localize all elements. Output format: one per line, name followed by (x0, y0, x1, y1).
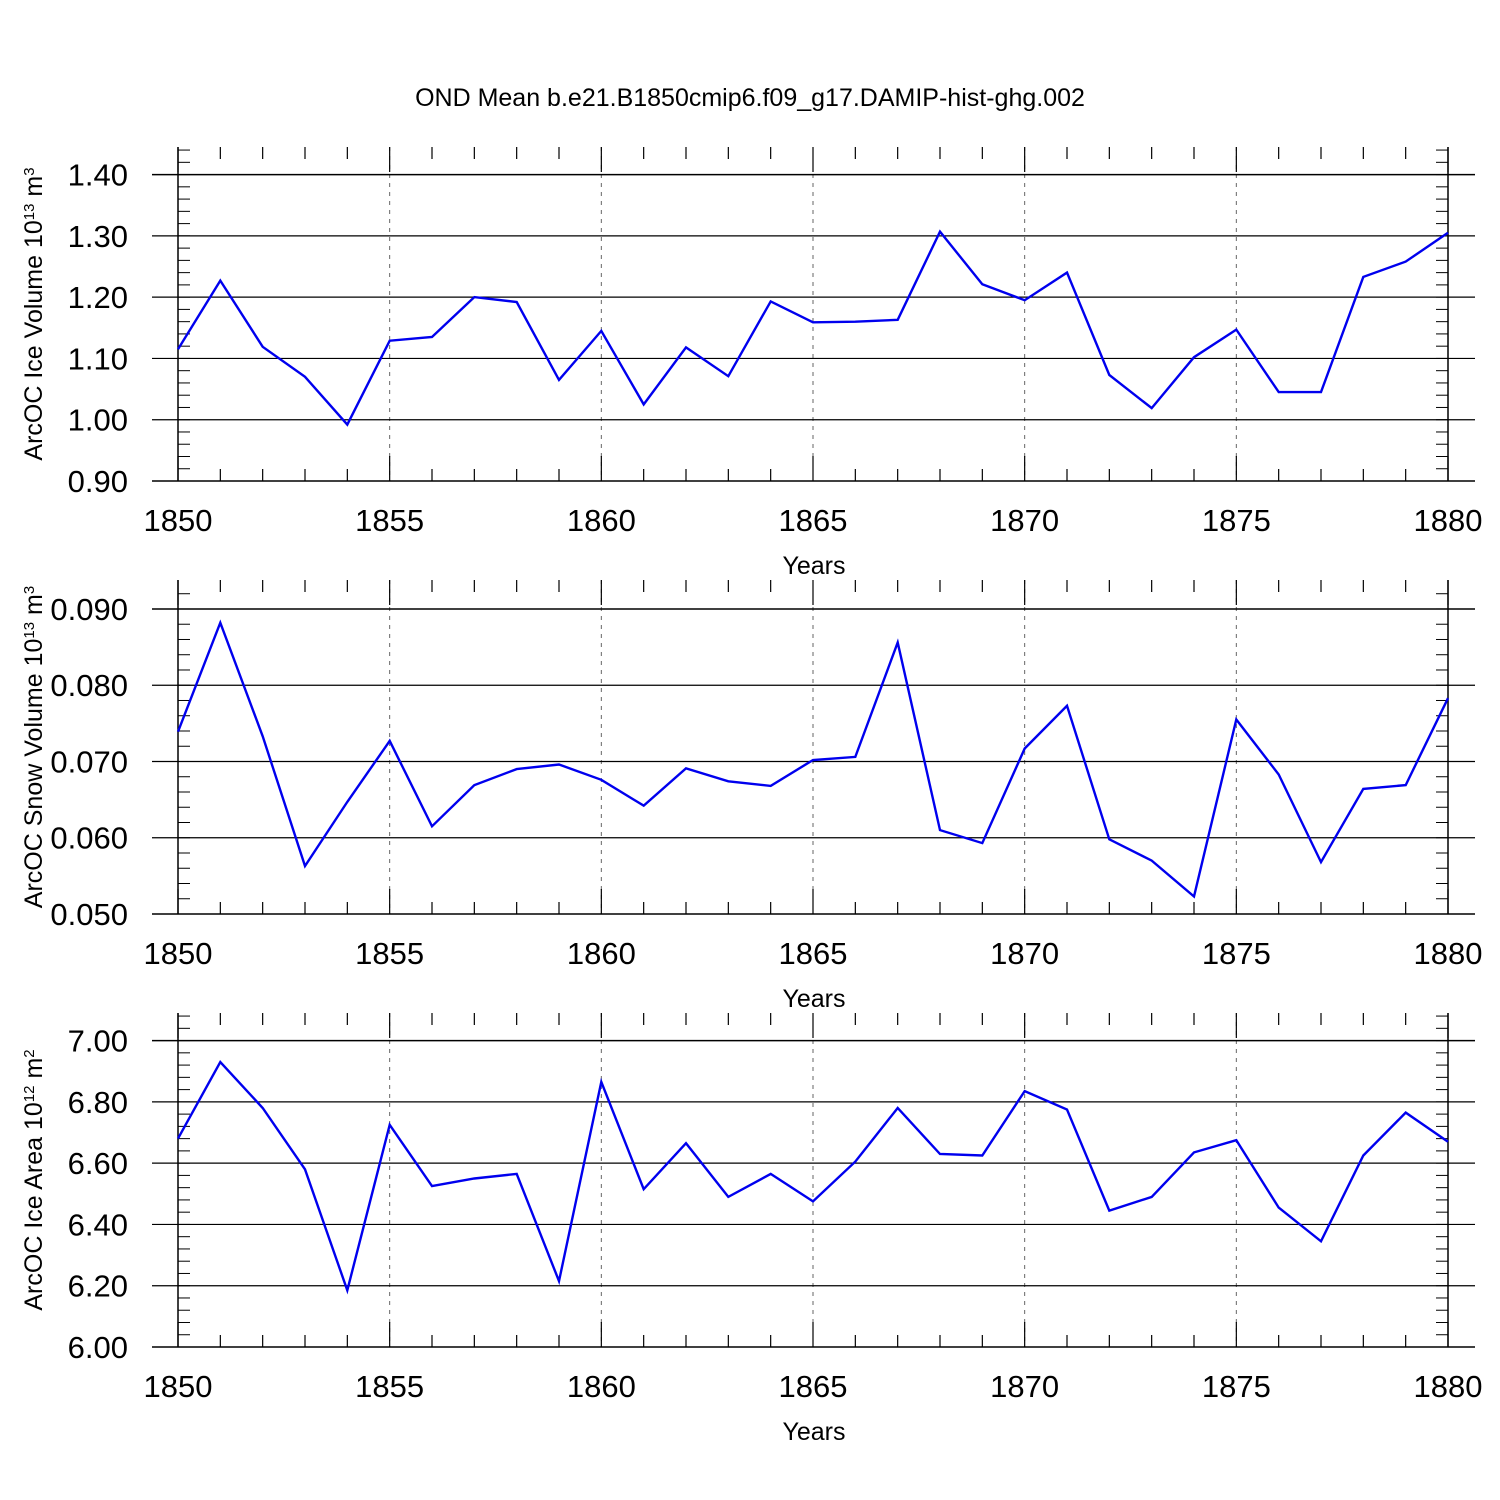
x-axis-label: Years (782, 552, 845, 580)
y-axis-label-text: m (20, 594, 48, 622)
y-axis-label-text: ArcOC Snow Volume 10 (20, 639, 48, 909)
x-tick-label: 1850 (144, 936, 213, 971)
x-tick-label: 1865 (779, 936, 848, 971)
y-tick-label: 6.00 (68, 1330, 128, 1365)
y-axis-label-text: m (20, 1058, 48, 1086)
y-tick-label: 0.070 (50, 744, 128, 779)
series-line (176, 229, 1449, 427)
x-tick-label: 1880 (1414, 503, 1483, 538)
x-tick-label: 1855 (355, 1369, 424, 1404)
series-line (176, 619, 1450, 899)
x-tick-label: 1865 (779, 503, 848, 538)
x-tick-label: 1860 (567, 503, 636, 538)
y-axis-label-superscript: 2 (21, 1049, 38, 1057)
y-axis-label-text: ArcOC Ice Volume 10 (20, 220, 48, 460)
y-tick-label: 6.60 (68, 1146, 128, 1181)
y-tick-label: 0.090 (50, 592, 128, 627)
x-tick-label: 1880 (1414, 1369, 1483, 1404)
y-tick-label: 6.20 (68, 1269, 128, 1304)
y-tick-label: 7.00 (68, 1024, 128, 1059)
y-tick-label: 1.00 (68, 403, 128, 438)
x-tick-label: 1860 (567, 936, 636, 971)
y-tick-label: 0.050 (50, 897, 128, 932)
y-axis-label-text: ArcOC Ice Area 10 (20, 1102, 48, 1310)
y-tick-label: 1.40 (68, 158, 128, 193)
y-tick-label: 1.20 (68, 280, 128, 315)
x-tick-label: 1855 (355, 936, 424, 971)
chart-panel-1: 0.90 1.00 1.10 1.20 1.30 1.40 1850 1855 1860 1865… (20, 147, 1482, 580)
y-tick-label: 0.060 (50, 821, 128, 856)
y-axis-label: ArcOC Snow Volume 1013 m3 (20, 586, 48, 908)
y-tick-label: 6.80 (68, 1085, 128, 1120)
x-tick-label: 1855 (355, 503, 424, 538)
x-tick-label: 1850 (144, 503, 213, 538)
y-tick-label: 1.30 (68, 219, 128, 254)
x-tick-label: 1870 (990, 1369, 1059, 1404)
x-tick-label: 1850 (144, 1369, 213, 1404)
y-axis-label-superscript: 13 (21, 204, 38, 221)
y-tick-label: 6.40 (68, 1207, 128, 1242)
y-axis-label-superscript: 3 (21, 586, 38, 594)
chart-panel-3: 6.00 6.20 6.40 6.60 6.80 7.00 1850 1855 1860 1865… (20, 1013, 1482, 1446)
y-axis-label-text: m (20, 176, 48, 204)
x-tick-label: 1860 (567, 1369, 636, 1404)
chart-panel-2: 0.050 0.060 0.070 0.080 0.090 1850 1855 1860 186… (20, 580, 1482, 1013)
y-axis-label-superscript: 12 (21, 1086, 38, 1103)
y-axis-label-superscript: 13 (21, 622, 38, 639)
y-axis-label: ArcOC Ice Area 1012 m2 (20, 1049, 48, 1310)
x-tick-label: 1870 (990, 503, 1059, 538)
x-tick-label: 1880 (1414, 936, 1483, 971)
y-axis-label-superscript: 3 (21, 167, 38, 175)
x-tick-label: 1875 (1202, 1369, 1271, 1404)
x-tick-label: 1865 (779, 1369, 848, 1404)
x-axis-label: Years (782, 1418, 845, 1446)
y-tick-label: 1.10 (68, 341, 128, 376)
x-tick-label: 1870 (990, 936, 1059, 971)
y-axis-label: ArcOC Ice Volume 1013 m3 (20, 167, 48, 460)
y-tick-label: 0.080 (50, 668, 128, 703)
x-axis-label: Years (782, 985, 845, 1013)
x-tick-label: 1875 (1202, 503, 1271, 538)
x-tick-label: 1875 (1202, 936, 1271, 971)
series-line (176, 1059, 1449, 1295)
panels-container: 0.90 1.00 1.10 1.20 1.30 1.40 1850 1855 1860 1865… (20, 147, 1482, 1446)
y-tick-label: 0.90 (68, 464, 128, 499)
chart-title: OND Mean b.e21.B1850cmip6.f09_g17.DAMIP-… (415, 84, 1085, 112)
